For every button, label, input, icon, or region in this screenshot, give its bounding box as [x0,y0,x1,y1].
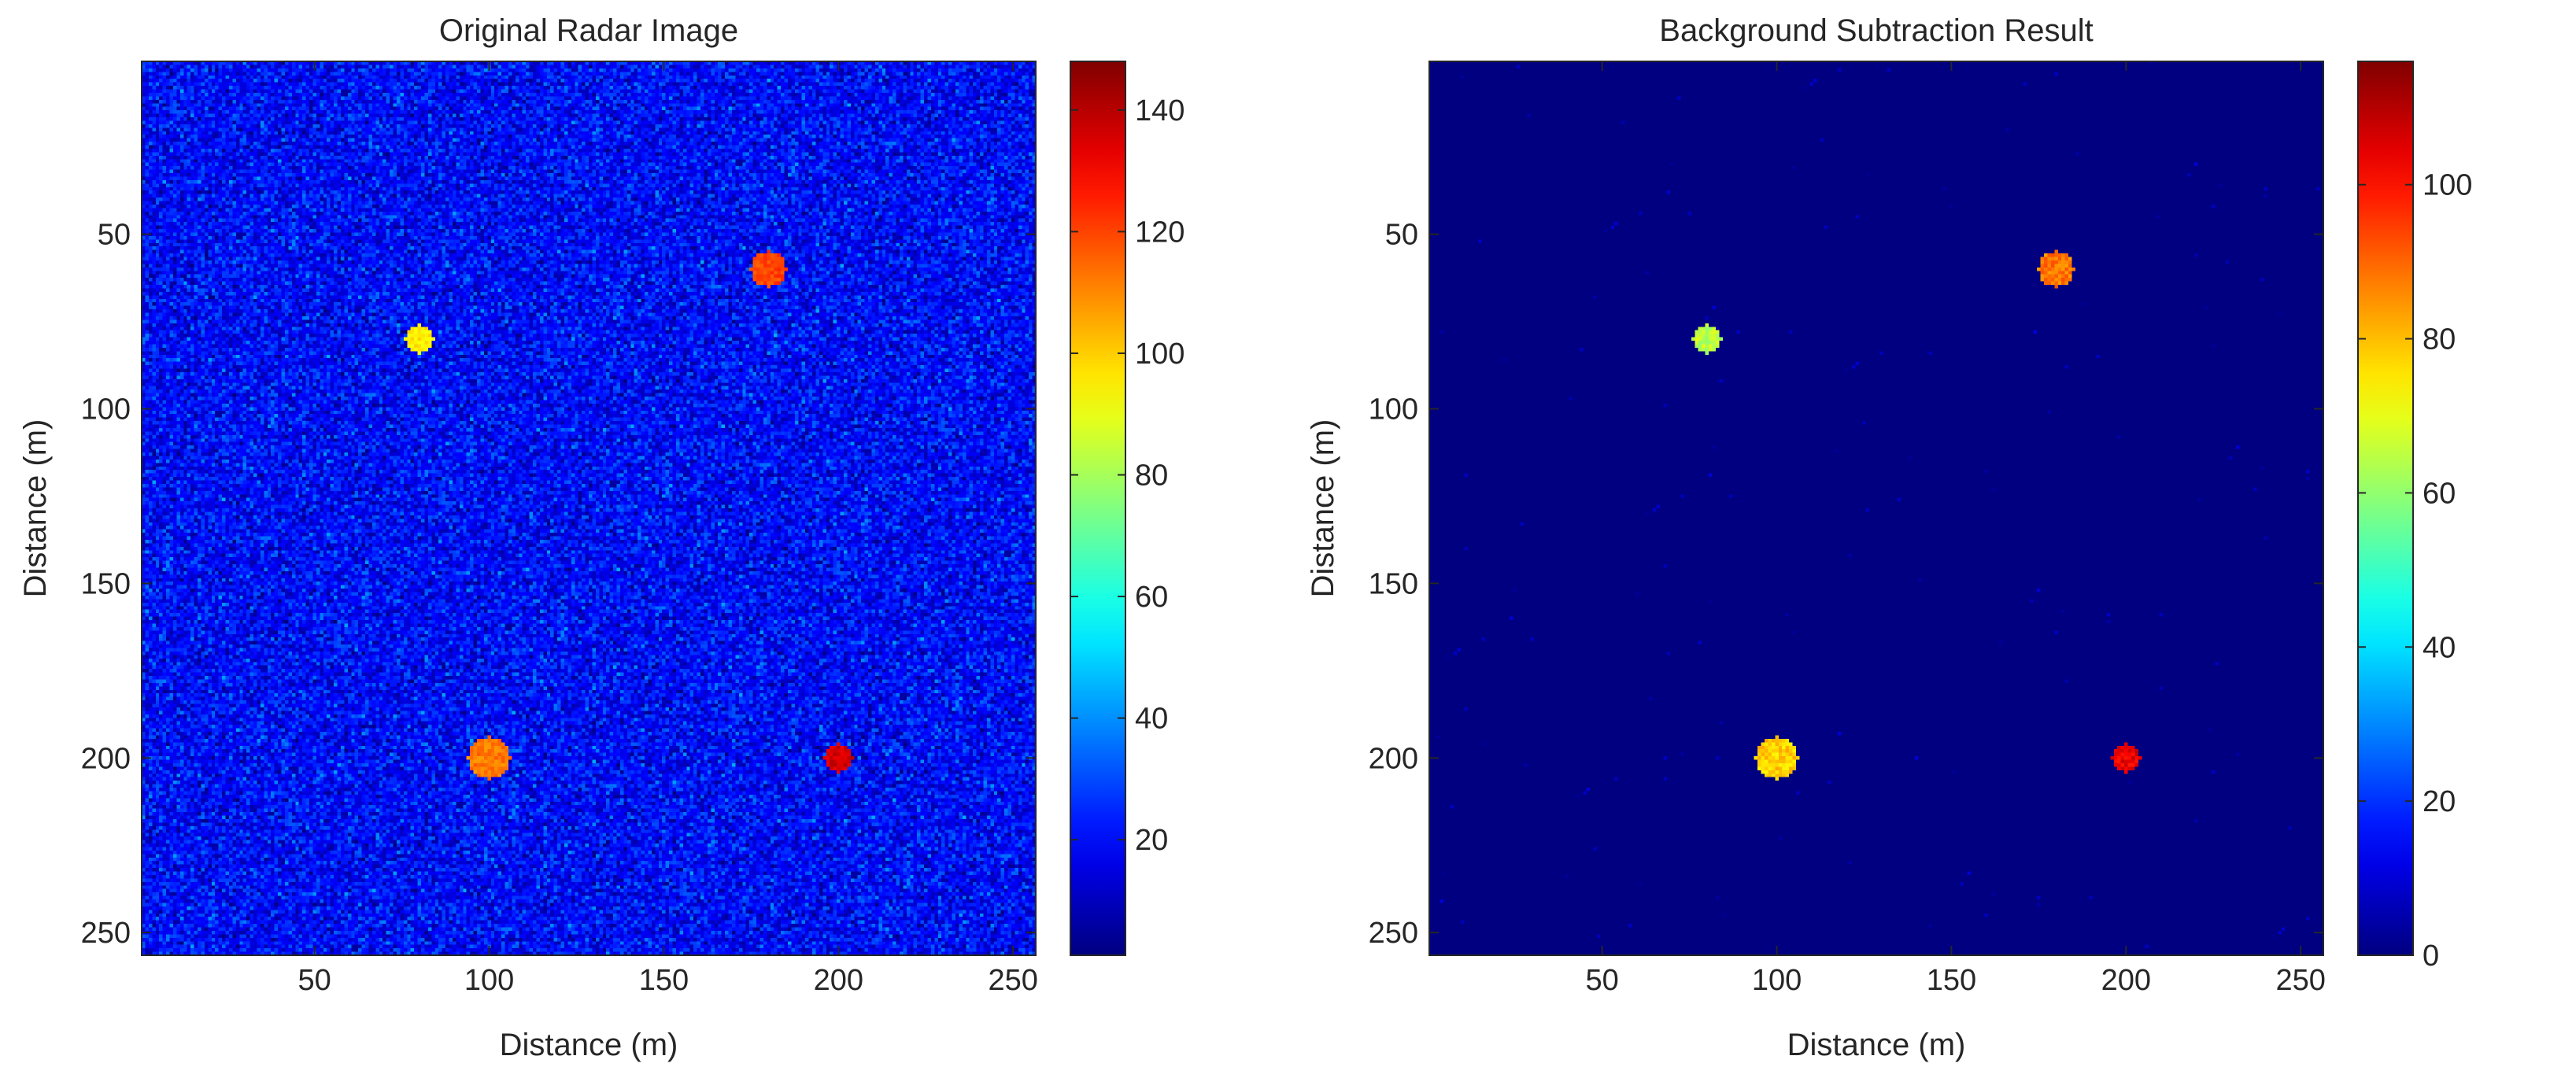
plot-title: Original Radar Image [439,13,738,48]
right-plot-background-subtraction: Background Subtraction Result 50 100 150 20… [1306,13,2472,1062]
colorbar-tick-label: 40 [2423,631,2456,664]
x-tick-label: 250 [2275,964,2325,997]
colorbar-tick-label: 40 [1135,703,1168,736]
colorbar-tick-label: 80 [2423,323,2456,356]
colorbar-tick-label: 140 [1135,94,1185,127]
colorbar-tick-label: 20 [2423,785,2456,818]
y-tick-label: 250 [81,917,131,950]
colorbar-tick-label: 60 [1135,581,1168,614]
y-tick-label: 50 [1385,219,1418,252]
axes: 50 100 150 200 250 50 100 150 200 250 [81,61,1038,997]
y-tick-label: 100 [1369,393,1418,426]
y-tick-label: 200 [81,742,131,775]
colorbar-box [2357,61,2414,956]
colorbar-tick-label: 60 [2423,477,2456,510]
colorbar-tick-label: 120 [1135,216,1185,249]
x-tick-label: 200 [2101,964,2151,997]
colorbar-ticks: 20 40 60 80 100 120 140 [1070,94,1185,857]
x-tick-label: 50 [298,964,331,997]
y-axis-ticks: 50 100 150 200 250 [81,219,1036,950]
colorbar-tick-label: 80 [1135,459,1168,492]
colorbar-gradient [1070,61,1125,955]
x-tick-label: 100 [1752,964,1802,997]
x-tick-label: 100 [464,964,514,997]
colorbar: 0 20 40 60 80 100 [2357,61,2472,973]
y-tick-label: 250 [1369,917,1418,950]
x-axis-label: Distance (m) [1787,1028,1966,1062]
colorbar-tick-label: 0 [2423,940,2439,973]
y-axis-ticks: 50 100 150 200 250 [1369,219,2323,950]
axes-box [1428,61,2324,956]
y-tick-label: 200 [1369,742,1418,775]
colorbar: 20 40 60 80 100 120 140 [1070,61,1185,956]
axes-box [141,61,1037,956]
colorbar-box [1070,61,1126,956]
y-axis-label: Distance (m) [18,419,53,598]
left-plot-original-radar: Original Radar Image 50 100 150 200 250 50 10… [18,13,1185,1062]
colorbar-tick-label: 100 [1135,338,1185,371]
x-axis-ticks: 50 100 150 200 250 [1586,61,2326,997]
heatmap-image [1429,61,2323,955]
plot-title: Background Subtraction Result [1659,13,2093,48]
axes: 50 100 150 200 250 50 100 150 200 250 [1369,61,2326,997]
colorbar-tick-label: 100 [2423,169,2472,202]
x-tick-label: 150 [639,964,689,997]
y-tick-label: 150 [1369,567,1418,600]
x-tick-label: 200 [814,964,863,997]
colorbar-tick-label: 20 [1135,824,1168,857]
y-tick-label: 100 [81,393,131,426]
colorbar-ticks: 0 20 40 60 80 100 [2358,169,2472,973]
x-tick-label: 250 [988,964,1037,997]
x-tick-label: 150 [1927,964,1976,997]
y-tick-label: 50 [98,219,131,252]
y-tick-label: 150 [81,567,131,600]
colorbar-gradient [2358,61,2413,955]
y-axis-label: Distance (m) [1306,419,1340,598]
x-axis-ticks: 50 100 150 200 250 [298,61,1038,997]
x-axis-label: Distance (m) [500,1028,678,1062]
x-tick-label: 50 [1586,964,1619,997]
heatmap-image [142,61,1036,955]
